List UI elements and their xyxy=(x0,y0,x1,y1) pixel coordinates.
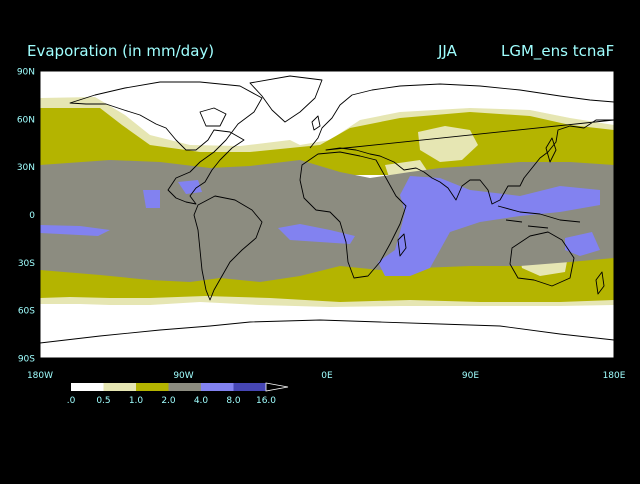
coast-europe-asia xyxy=(309,83,614,205)
coast-new-zealand xyxy=(595,271,605,295)
lon-label: 90E xyxy=(462,371,479,381)
map-area xyxy=(40,71,614,358)
field-band-olive-north xyxy=(40,108,614,175)
field-patch-blue-east-pacific xyxy=(143,190,160,208)
latitude-labels: 90N 60N 30N 0 30S 60S 90S xyxy=(17,68,35,365)
lat-label: 90N xyxy=(17,68,35,78)
lat-label: 60N xyxy=(17,115,35,125)
field-patch-blue-south-pacific xyxy=(40,225,110,236)
field-patch-blue-indian-ocean xyxy=(378,176,600,276)
field-patch-light-asia xyxy=(418,126,478,162)
field-patch-blue-caribbean xyxy=(178,180,202,194)
coast-south-america xyxy=(193,195,263,301)
legend-swatch xyxy=(71,383,104,391)
lat-label: 60S xyxy=(18,307,35,317)
coast-indonesia xyxy=(497,205,581,229)
coast-antarctica xyxy=(40,319,614,344)
legend-swatch xyxy=(103,383,136,391)
coast-uk xyxy=(311,115,321,131)
legend-label: 1.0 xyxy=(129,396,144,406)
coast-africa xyxy=(299,151,407,279)
field-band-gray-tropics xyxy=(40,160,614,282)
coast-greenland xyxy=(249,75,323,123)
legend-swatch xyxy=(201,383,234,391)
lon-label: 0E xyxy=(321,371,333,381)
legend-swatch xyxy=(136,383,169,391)
map-frame xyxy=(39,70,615,359)
legend-label: 8.0 xyxy=(226,396,241,406)
experiment-label: LGM_ens tcnaF xyxy=(501,42,614,61)
lon-label: 180E xyxy=(603,371,626,381)
field-patch-blue-atlantic xyxy=(278,224,355,244)
lon-label: 180W xyxy=(27,371,53,381)
legend-label: 16.0 xyxy=(256,396,276,406)
field-patch-blue-southwest-pacific xyxy=(565,232,600,256)
legend-label: 2.0 xyxy=(161,396,176,406)
lon-label: 90W xyxy=(173,371,193,381)
longitude-labels: 180W 90W 0E 90E 180E xyxy=(27,371,626,381)
legend-swatch xyxy=(168,383,201,391)
coast-madagascar xyxy=(397,233,407,257)
legend-label: .0 xyxy=(67,396,76,406)
legend-label: 4.0 xyxy=(194,396,209,406)
season-label: JJA xyxy=(437,42,458,60)
legend-label: 0.5 xyxy=(96,396,110,406)
lat-label: 30S xyxy=(18,259,35,269)
lat-label: 0 xyxy=(29,211,35,221)
figure-title: Evaporation (in mm/day) xyxy=(27,42,214,60)
coastlines xyxy=(40,75,614,344)
color-legend: .0 0.5 1.0 2.0 4.0 8.0 16.0 xyxy=(67,382,289,406)
legend-arrow xyxy=(265,382,289,392)
coast-north-america xyxy=(69,81,263,205)
lat-label: 30N xyxy=(17,163,35,173)
lat-label: 90S xyxy=(18,355,35,365)
coast-japan xyxy=(545,137,557,163)
coast-australia xyxy=(509,231,575,287)
legend-swatch xyxy=(233,383,266,391)
coast-hudson-bay xyxy=(199,107,227,127)
